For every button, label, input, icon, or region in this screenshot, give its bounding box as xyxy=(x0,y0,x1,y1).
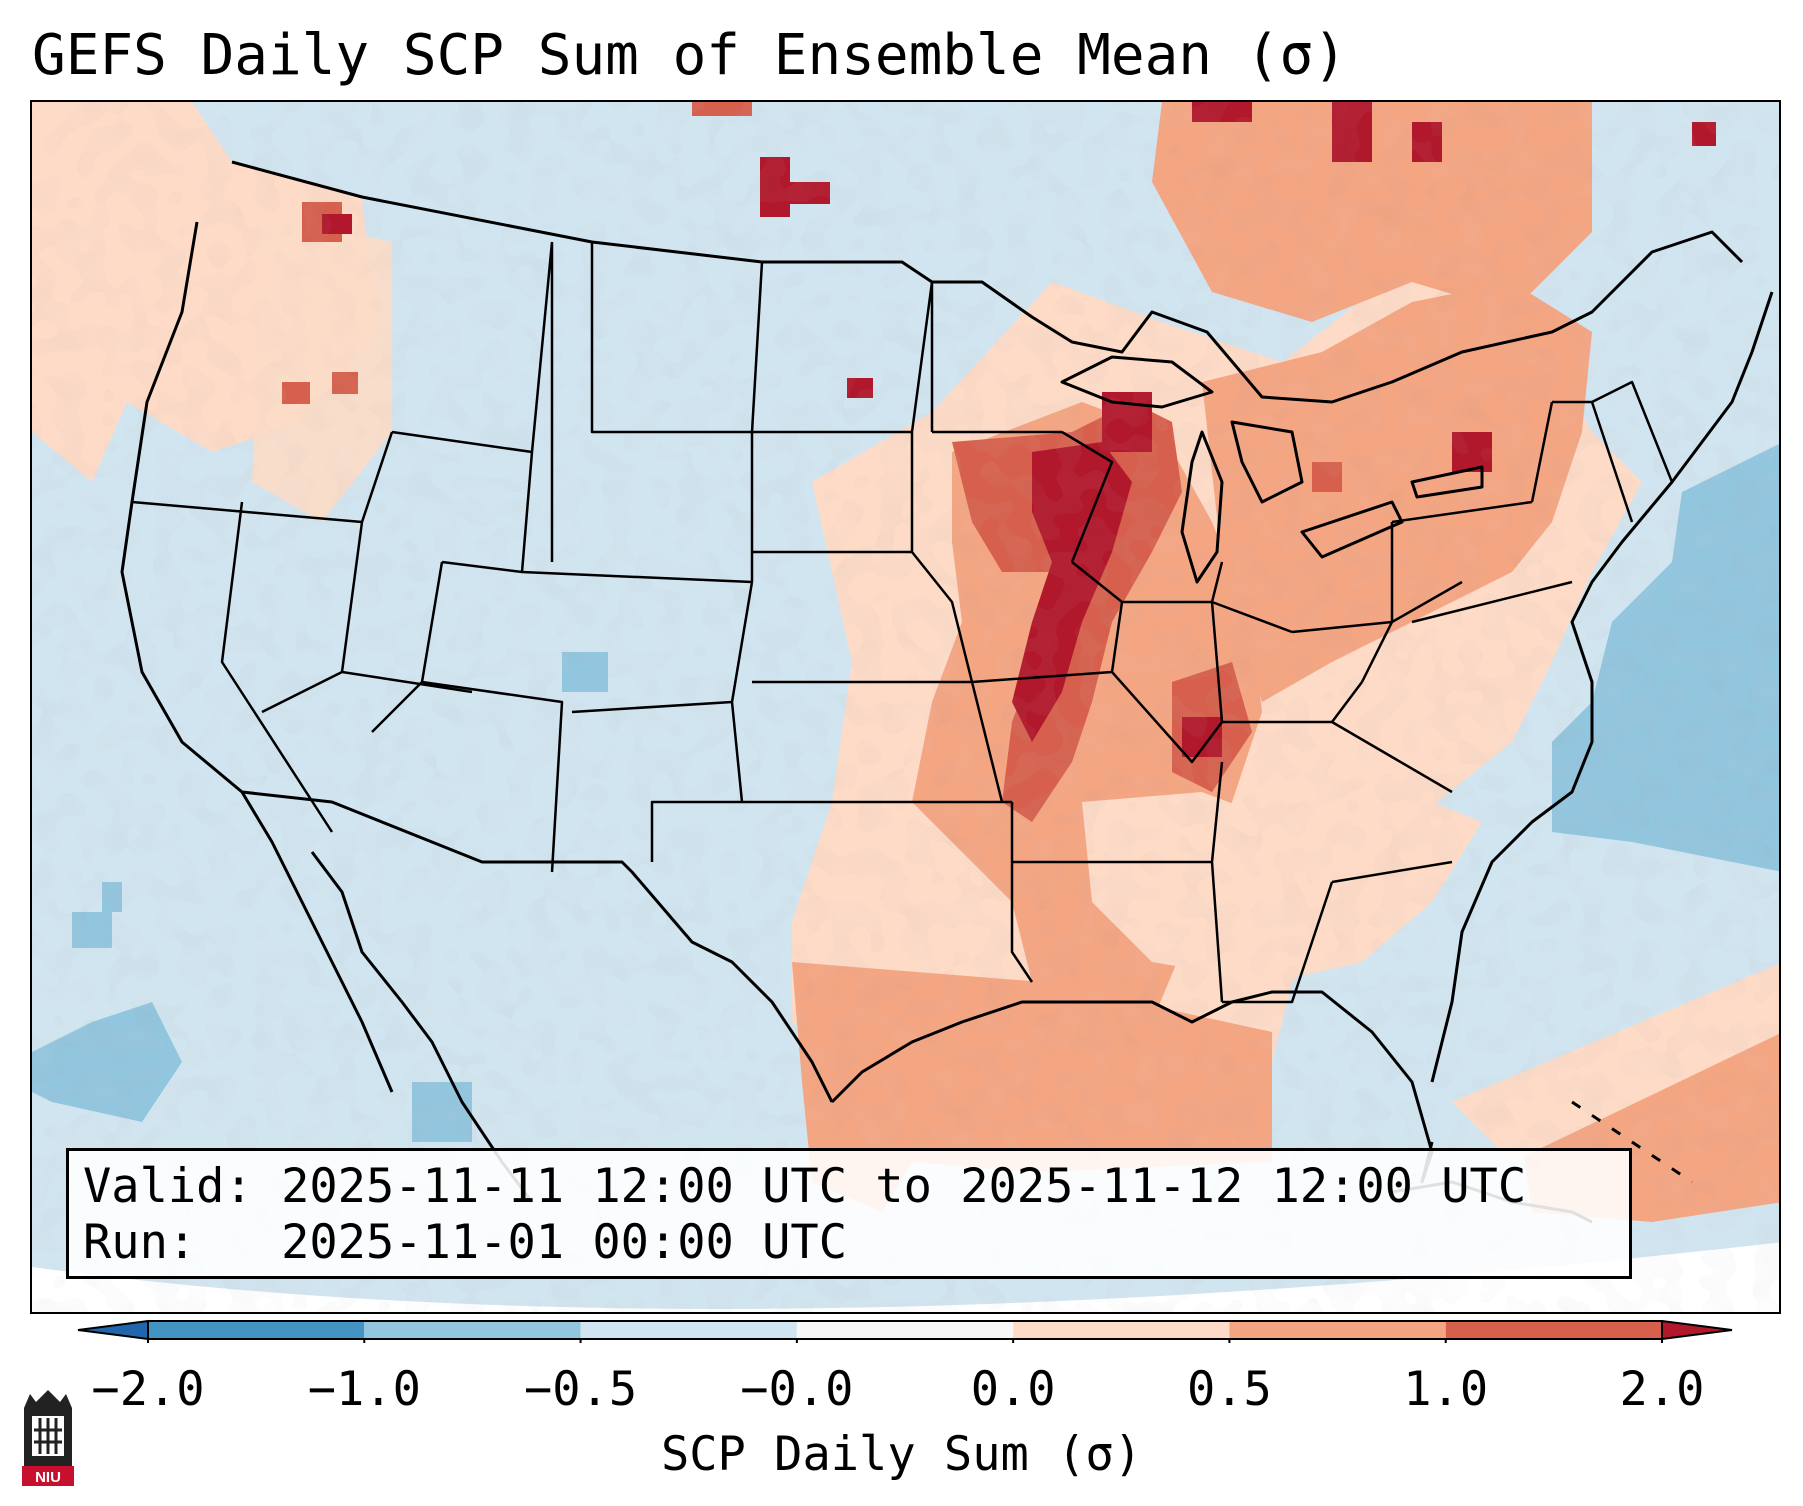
lake-superior xyxy=(1060,355,1214,409)
logo-text: NIU xyxy=(35,1469,61,1486)
colorbar-bin xyxy=(1229,1321,1446,1339)
lake-ontario xyxy=(1410,465,1484,499)
run-time-text: Run: 2025-11-01 00:00 UTC xyxy=(83,1215,848,1270)
chart-title: GEFS Daily SCP Sum of Ensemble Mean (σ) xyxy=(32,23,1347,88)
valid-run-info: Valid: 2025-11-11 12:00 UTC to 2025-11-1… xyxy=(66,1148,1632,1279)
colorbar xyxy=(77,1319,1733,1343)
colorbar-bin xyxy=(148,1321,365,1339)
lake-erie xyxy=(1300,500,1404,559)
mexico-border xyxy=(241,790,834,1103)
colorbar-bin xyxy=(580,1321,797,1339)
map-panel xyxy=(30,100,1781,1314)
colorbar-tick-label: −0.0 xyxy=(740,1362,854,1417)
colorbar-tick-label: −2.0 xyxy=(91,1362,205,1417)
colorbar-tick-label: −1.0 xyxy=(307,1362,421,1417)
colorbar-arrow-high xyxy=(1661,1319,1733,1341)
colorbar-outline xyxy=(147,1320,1663,1340)
east-coast xyxy=(1430,291,1774,1083)
colorbar-tick-label: 1.0 xyxy=(1403,1362,1489,1417)
colorbar-tick-label: 0.5 xyxy=(1186,1362,1272,1417)
lake-michigan xyxy=(1180,430,1224,584)
bahamas xyxy=(1571,1100,1693,1184)
colorbar-tick-label: −0.5 xyxy=(523,1362,638,1417)
colorbar-bin xyxy=(1013,1321,1230,1339)
valid-time-text: Valid: 2025-11-11 12:00 UTC to 2025-11-1… xyxy=(83,1159,1527,1214)
colorbar-bin xyxy=(1445,1321,1662,1339)
colorbar-tick-label: 0.0 xyxy=(970,1362,1056,1417)
colorbar-bin xyxy=(364,1321,581,1339)
gulf-coast xyxy=(830,990,1434,1184)
canada-border xyxy=(231,160,1744,404)
niu-logo: NIU xyxy=(22,1390,74,1486)
colorbar-arrow-low xyxy=(77,1319,149,1341)
colorbar-label: SCP Daily Sum (σ) xyxy=(660,1427,1143,1482)
state-lines xyxy=(131,241,1674,1004)
map-canvas xyxy=(32,102,1779,1312)
colorbar-tick-label: 2.0 xyxy=(1619,1362,1705,1417)
colorbar-bin xyxy=(796,1321,1014,1339)
lake-huron xyxy=(1230,420,1304,504)
grid-texture xyxy=(32,102,1779,1312)
west-coast xyxy=(120,221,394,1093)
